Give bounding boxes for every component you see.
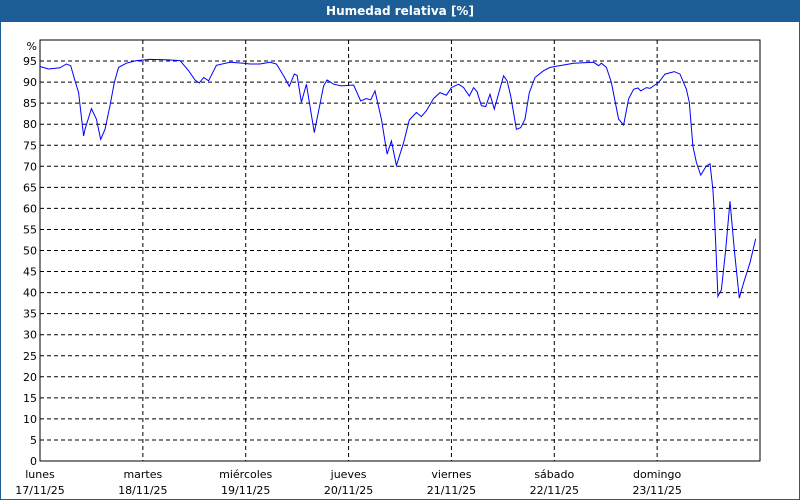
y-tick-label: 35 xyxy=(23,308,37,321)
y-tick-label: 30 xyxy=(23,329,37,342)
chart-title: Humedad relativa [%] xyxy=(1,1,799,22)
y-tick-label: 55 xyxy=(23,223,37,236)
y-tick-label: 0 xyxy=(30,455,37,468)
y-tick-label: 90 xyxy=(23,76,37,89)
x-tick-day: viernes xyxy=(431,468,471,481)
x-tick-date: 18/11/25 xyxy=(118,484,167,497)
x-tick-day: lunes xyxy=(25,468,55,481)
x-tick-day: domingo xyxy=(633,468,681,481)
x-tick-date: 23/11/25 xyxy=(632,484,681,497)
y-tick-label: 5 xyxy=(30,434,37,447)
x-tick-day: sábado xyxy=(534,468,574,481)
x-tick-date: 21/11/25 xyxy=(427,484,476,497)
y-tick-label: 65 xyxy=(23,181,37,194)
y-tick-label: 95 xyxy=(23,55,37,68)
y-tick-label: 75 xyxy=(23,139,37,152)
x-tick-day: jueves xyxy=(330,468,367,481)
x-tick-date: 19/11/25 xyxy=(221,484,270,497)
y-tick-label: 25 xyxy=(23,350,37,363)
x-tick-day: miércoles xyxy=(219,468,272,481)
y-tick-label: 70 xyxy=(23,160,37,173)
y-tick-label: 10 xyxy=(23,413,37,426)
y-tick-label: 45 xyxy=(23,266,37,279)
humidity-series-line xyxy=(39,58,757,299)
y-tick-label: 15 xyxy=(23,392,37,405)
y-tick-label: 85 xyxy=(23,97,37,110)
y-axis-unit: % xyxy=(27,40,37,53)
y-tick-label: 20 xyxy=(23,371,37,384)
x-tick-date: 17/11/25 xyxy=(15,484,64,497)
y-tick-label: 60 xyxy=(23,202,37,215)
y-tick-label: 40 xyxy=(23,287,37,300)
y-tick-label: 50 xyxy=(23,245,37,258)
x-tick-day: martes xyxy=(123,468,162,481)
x-tick-date: 22/11/25 xyxy=(530,484,579,497)
y-tick-label: 80 xyxy=(23,118,37,131)
plot-frame xyxy=(39,39,761,462)
x-tick-date: 20/11/25 xyxy=(324,484,373,497)
